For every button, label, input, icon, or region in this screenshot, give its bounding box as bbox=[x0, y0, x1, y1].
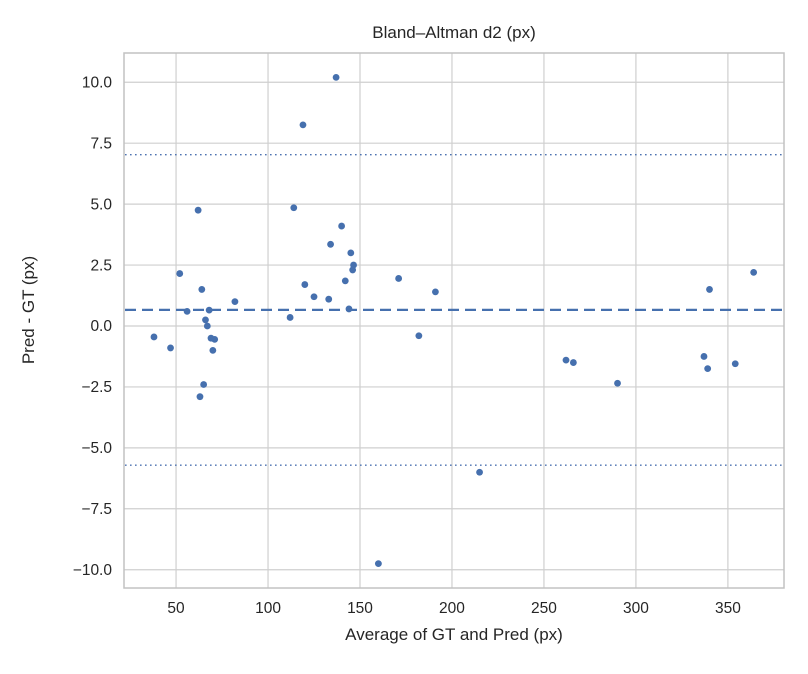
scatter-point bbox=[194, 206, 202, 214]
y-tick-label: −5.0 bbox=[81, 440, 112, 457]
scatter-point bbox=[203, 322, 211, 330]
x-tick-label: 300 bbox=[623, 600, 649, 617]
scatter-point bbox=[731, 360, 739, 368]
scatter-point bbox=[700, 353, 708, 360]
y-tick-label: −7.5 bbox=[81, 501, 112, 518]
scatter-point bbox=[562, 356, 570, 364]
y-tick-label: 5.0 bbox=[90, 196, 112, 213]
y-tick-label: 0.0 bbox=[90, 318, 112, 335]
scatter-point bbox=[198, 286, 206, 293]
y-tick-label: 7.5 bbox=[90, 135, 112, 152]
scatter-point bbox=[286, 314, 294, 321]
scatter-point bbox=[310, 293, 318, 301]
scatter-point bbox=[183, 307, 191, 315]
scatter-point bbox=[301, 281, 309, 288]
scatter-point bbox=[176, 270, 184, 277]
scatter-point bbox=[415, 332, 423, 340]
scatter-point bbox=[750, 268, 758, 276]
scatter-point bbox=[231, 298, 239, 306]
scatter-point bbox=[350, 261, 357, 269]
x-tick-label: 150 bbox=[347, 600, 373, 617]
x-tick-label: 100 bbox=[255, 600, 281, 617]
scatter-point bbox=[196, 393, 204, 401]
scatter-point bbox=[205, 306, 213, 314]
plot-border bbox=[123, 52, 785, 589]
scatter-point bbox=[341, 277, 349, 285]
scatter-point bbox=[211, 335, 219, 343]
scatter-point bbox=[202, 316, 209, 324]
x-axis-label: Average of GT and Pred (px) bbox=[345, 625, 563, 644]
x-tick-label: 50 bbox=[167, 600, 185, 617]
scatter-point bbox=[347, 249, 355, 257]
scatter-point bbox=[150, 333, 158, 341]
scatter-point bbox=[432, 288, 439, 296]
scatter-point bbox=[395, 275, 403, 282]
y-tick-label: 2.5 bbox=[90, 257, 112, 274]
scatter-point bbox=[209, 346, 217, 354]
scatter-point bbox=[299, 121, 307, 129]
scatter-point bbox=[569, 359, 577, 366]
x-tick-label: 200 bbox=[439, 600, 465, 617]
scatter-point bbox=[327, 240, 334, 248]
x-tick-label: 350 bbox=[715, 600, 741, 617]
scatter-point bbox=[167, 344, 174, 352]
y-tick-label: 10.0 bbox=[82, 74, 113, 91]
scatter-point bbox=[704, 365, 712, 373]
scatter-point bbox=[338, 222, 346, 230]
scatter-point bbox=[332, 73, 340, 81]
scatter-point bbox=[345, 305, 353, 313]
y-tick-label: −2.5 bbox=[81, 379, 112, 396]
scatter-point bbox=[200, 381, 208, 388]
scatter-point bbox=[614, 379, 621, 387]
y-tick-label: −10.0 bbox=[73, 562, 113, 579]
x-tick-label: 250 bbox=[531, 600, 557, 617]
plot-background bbox=[124, 53, 784, 588]
scatter-point bbox=[476, 468, 483, 476]
scatter-point bbox=[706, 286, 713, 293]
scatter-point bbox=[325, 295, 333, 303]
y-axis-label: Pred - GT (px) bbox=[19, 255, 38, 365]
scatter-point bbox=[290, 204, 298, 212]
chart-title: Bland–Altman d2 (px) bbox=[372, 23, 536, 42]
scatter-point bbox=[374, 560, 382, 568]
